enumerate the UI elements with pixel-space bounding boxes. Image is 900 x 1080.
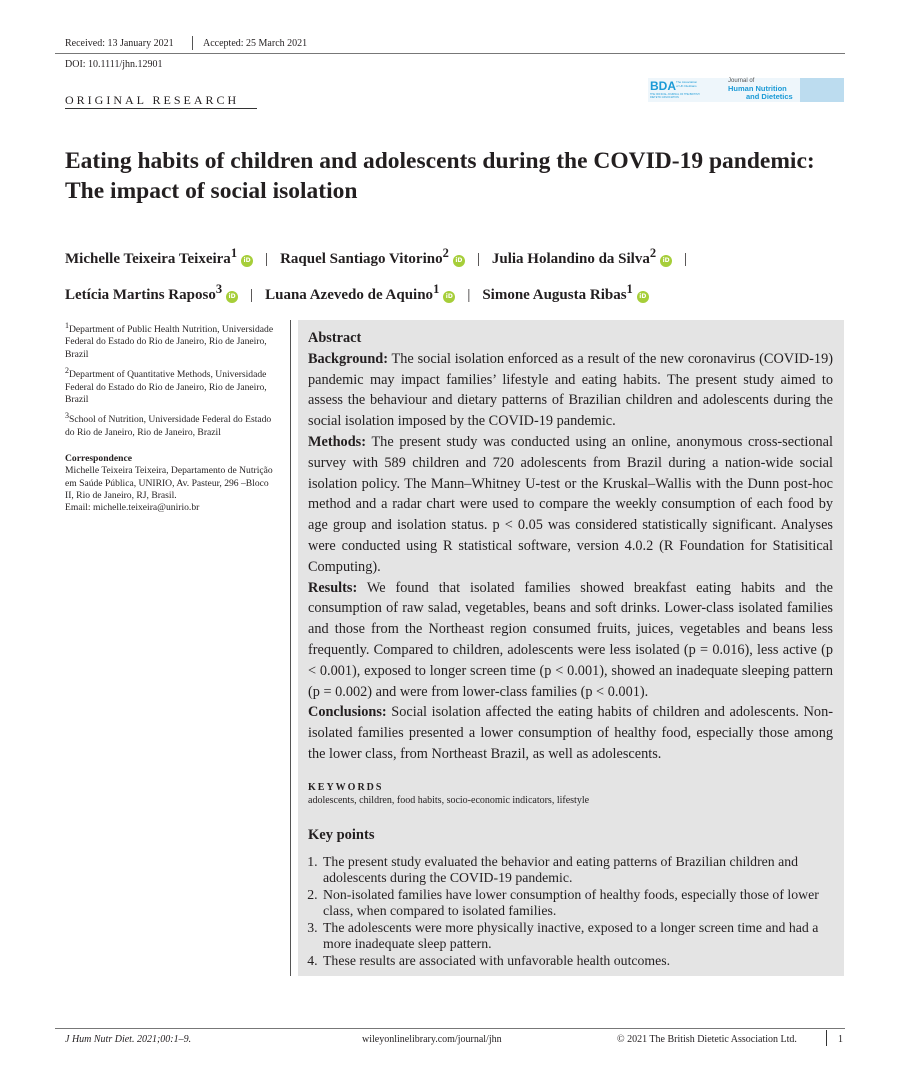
orcid-icon[interactable]: iD	[443, 291, 456, 303]
logo-pattern	[800, 78, 844, 102]
key-point: The adolescents were more physically ina…	[321, 920, 833, 953]
correspondence-text: Michelle Teixeira Teixeira, Departamento…	[65, 465, 273, 501]
abstract-heading: Abstract	[308, 330, 362, 346]
received-date: Received: 13 January 2021	[65, 38, 174, 49]
affiliation: 3School of Nutrition, Universidade Feder…	[65, 411, 272, 438]
key-points-heading: Key points	[308, 826, 375, 843]
affiliation: 2Department of Quantitative Methods, Uni…	[65, 366, 267, 405]
header-rule	[55, 53, 845, 54]
abstract-box: Abstract Background: The social isolatio…	[298, 320, 844, 976]
divider	[192, 36, 193, 50]
affiliation: 1Department of Public Health Nutrition, …	[65, 321, 274, 360]
orcid-icon[interactable]: iD	[241, 255, 254, 267]
article-title: Eating habits of children and adolescent…	[65, 148, 815, 204]
abstract-conclusions: Conclusions: Social isolation affected t…	[308, 704, 833, 762]
abstract-methods: Methods: The present study was conducted…	[308, 433, 833, 575]
author-list: Michelle Teixeira Teixeira1iD | Raquel San…	[65, 246, 688, 303]
orcid-icon[interactable]: iD	[452, 255, 465, 267]
affiliations: 1Department of Public Health Nutrition, …	[65, 320, 275, 514]
bda-tagline: THE OFFICIAL JOURNAL OF THE BRITISH DIET…	[650, 93, 700, 99]
author[interactable]: Julia Holandino da Silva2iD	[492, 246, 673, 267]
correspondence-email[interactable]: Email: michelle.teixeira@unirio.br	[65, 502, 200, 514]
bda-subtitle: The Association of UK Dietitians	[676, 80, 698, 88]
author[interactable]: Luana Azevedo de Aquino1iD	[265, 282, 456, 303]
key-point: These results are associated with unfavo…	[321, 953, 833, 970]
section-label: ORIGINAL RESEARCH	[65, 93, 240, 107]
author[interactable]: Simone Augusta Ribas1iD	[482, 282, 649, 303]
correspondence-heading: Correspondence	[65, 452, 132, 464]
abstract-background: Background: The social isolation enforce…	[308, 350, 833, 430]
footer-copyright: © 2021 The British Dietetic Association …	[617, 1034, 797, 1045]
bda-logo: BDA	[650, 79, 676, 93]
footer-rule	[55, 1028, 845, 1029]
journal-logo: BDA The Association of UK Dietitians THE…	[648, 78, 844, 102]
accepted-date: Accepted: 25 March 2021	[203, 38, 308, 49]
journal-name-3: and Dietetics	[746, 92, 793, 101]
key-point: Non-isolated families have lower consump…	[321, 887, 833, 920]
journal-name-1: Journal of	[728, 78, 755, 84]
doi[interactable]: DOI: 10.1111/jhn.12901	[65, 59, 163, 70]
orcid-icon[interactable]: iD	[660, 255, 673, 267]
key-point: The present study evaluated the behavior…	[321, 854, 833, 887]
page-number: 1	[838, 1034, 843, 1045]
section-rule	[65, 108, 257, 109]
orcid-icon[interactable]: iD	[226, 291, 239, 303]
journal-name-2: Human Nutrition	[728, 84, 787, 93]
author[interactable]: Raquel Santiago Vitorino2iD	[280, 246, 465, 267]
author[interactable]: Michelle Teixeira Teixeira1iD	[65, 246, 254, 267]
orcid-icon[interactable]: iD	[636, 291, 649, 303]
footer-url[interactable]: wileyonlinelibrary.com/journal/jhn	[362, 1034, 502, 1045]
keywords-text: adolescents, children, food habits, soci…	[308, 794, 590, 806]
author[interactable]: Letícia Martins Raposo3iD	[65, 282, 239, 303]
column-divider	[290, 320, 291, 976]
keywords-heading: KEYWORDS	[308, 781, 384, 793]
footer-citation: J Hum Nutr Diet. 2021;00:1–9.	[65, 1034, 192, 1045]
abstract-results: Results: We found that isolated families…	[308, 579, 833, 700]
key-points-list: The present study evaluated the behavior…	[308, 854, 833, 970]
divider	[826, 1030, 827, 1046]
